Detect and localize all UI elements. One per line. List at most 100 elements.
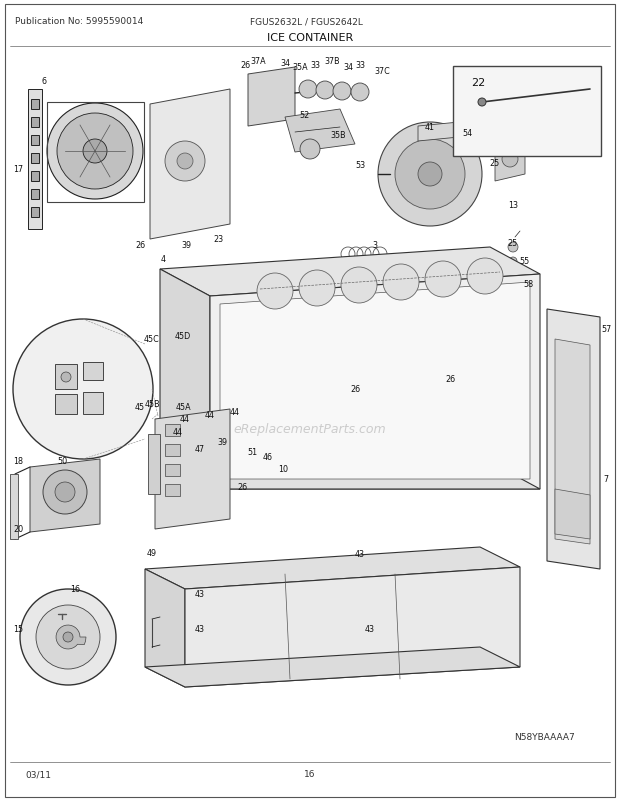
- Bar: [31, 154, 39, 164]
- Text: 45D: 45D: [175, 332, 191, 341]
- Text: 44: 44: [173, 428, 183, 437]
- Text: N58YBAAAA7: N58YBAAAA7: [514, 732, 575, 742]
- Bar: [165, 484, 180, 496]
- Text: 54: 54: [462, 129, 472, 138]
- Circle shape: [63, 632, 73, 642]
- Text: 37A: 37A: [250, 58, 266, 67]
- Text: 45A: 45A: [175, 403, 191, 412]
- Polygon shape: [56, 626, 86, 649]
- Bar: [55, 395, 77, 415]
- Circle shape: [83, 140, 107, 164]
- Text: 44: 44: [230, 408, 240, 417]
- Polygon shape: [285, 110, 355, 153]
- Circle shape: [257, 273, 293, 310]
- Polygon shape: [155, 410, 230, 529]
- Text: 43: 43: [195, 625, 205, 634]
- Bar: [165, 424, 180, 436]
- Text: 6: 6: [42, 78, 46, 87]
- Circle shape: [177, 154, 193, 170]
- Polygon shape: [555, 339, 590, 545]
- Circle shape: [61, 373, 71, 383]
- Polygon shape: [495, 143, 525, 182]
- Bar: [31, 172, 39, 182]
- Text: 23: 23: [213, 235, 223, 244]
- Polygon shape: [555, 489, 590, 539]
- Text: 4: 4: [161, 255, 166, 264]
- Text: 16: 16: [70, 585, 80, 593]
- Circle shape: [20, 589, 116, 685]
- Circle shape: [509, 257, 517, 265]
- Circle shape: [508, 243, 518, 253]
- Polygon shape: [150, 90, 230, 240]
- Circle shape: [418, 163, 442, 187]
- Polygon shape: [145, 547, 520, 589]
- Circle shape: [299, 81, 317, 99]
- Text: 25: 25: [507, 238, 517, 247]
- Circle shape: [395, 140, 465, 210]
- Bar: [83, 392, 103, 415]
- Circle shape: [467, 259, 503, 294]
- Text: 3: 3: [373, 241, 378, 249]
- Text: 13: 13: [508, 200, 518, 209]
- Circle shape: [47, 104, 143, 200]
- Bar: [31, 190, 39, 200]
- Polygon shape: [28, 90, 42, 229]
- Polygon shape: [160, 463, 540, 489]
- Circle shape: [300, 140, 320, 160]
- Polygon shape: [248, 68, 295, 127]
- Bar: [31, 208, 39, 217]
- Text: 26: 26: [240, 60, 250, 70]
- Text: eReplacementParts.com: eReplacementParts.com: [234, 423, 386, 436]
- Text: 37C: 37C: [374, 67, 390, 76]
- Text: 25: 25: [490, 158, 500, 168]
- Bar: [31, 118, 39, 128]
- Polygon shape: [220, 282, 530, 480]
- Text: 35A: 35A: [292, 63, 308, 71]
- Text: 16: 16: [304, 770, 316, 779]
- Text: 26: 26: [350, 385, 360, 394]
- Circle shape: [316, 82, 334, 100]
- Text: 26: 26: [135, 241, 145, 249]
- Text: 33: 33: [310, 60, 320, 70]
- Circle shape: [57, 114, 133, 190]
- Polygon shape: [418, 119, 490, 142]
- Text: Publication No: 5995590014: Publication No: 5995590014: [15, 18, 143, 26]
- Text: 45C: 45C: [144, 335, 160, 344]
- Bar: [165, 464, 180, 476]
- Circle shape: [333, 83, 351, 101]
- Text: 45B: 45B: [144, 400, 160, 409]
- Polygon shape: [160, 269, 210, 489]
- Circle shape: [43, 471, 87, 514]
- Circle shape: [351, 84, 369, 102]
- Text: 20: 20: [13, 525, 23, 534]
- Text: 43: 43: [195, 589, 205, 599]
- Text: 03/11: 03/11: [25, 770, 51, 779]
- Text: 17: 17: [13, 165, 23, 174]
- Text: 50: 50: [57, 457, 67, 466]
- Text: 22: 22: [471, 78, 485, 88]
- Bar: [148, 435, 160, 494]
- Text: 7: 7: [603, 475, 609, 484]
- Text: 26: 26: [445, 375, 455, 384]
- Text: 51: 51: [247, 448, 257, 457]
- Text: 47: 47: [195, 445, 205, 454]
- Bar: [31, 100, 39, 110]
- Text: 34: 34: [280, 59, 290, 67]
- Text: 46: 46: [263, 453, 273, 462]
- Polygon shape: [210, 274, 540, 489]
- Polygon shape: [547, 310, 600, 569]
- Text: 39: 39: [217, 438, 227, 447]
- Bar: [83, 363, 103, 380]
- Circle shape: [36, 606, 100, 669]
- Text: FGUS2632L / FGUS2642L: FGUS2632L / FGUS2642L: [250, 18, 363, 26]
- Bar: [10, 475, 18, 539]
- Text: 37B: 37B: [324, 58, 340, 67]
- Text: 55: 55: [519, 257, 529, 266]
- Circle shape: [378, 123, 482, 227]
- Text: 44: 44: [205, 411, 215, 420]
- Text: 15: 15: [13, 625, 23, 634]
- Text: ICE CONTAINER: ICE CONTAINER: [267, 33, 353, 43]
- Text: 49: 49: [147, 549, 157, 558]
- Text: 39: 39: [181, 241, 191, 249]
- Circle shape: [165, 142, 205, 182]
